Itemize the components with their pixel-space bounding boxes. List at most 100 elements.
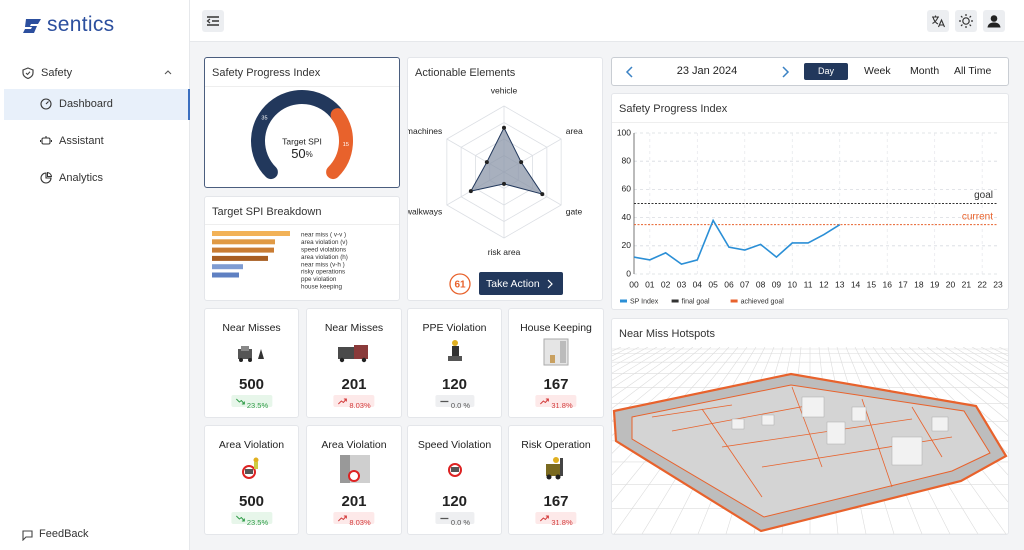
change-label: 23.5% [246, 401, 269, 410]
metric-icon [338, 345, 368, 363]
feedback-icon [22, 530, 33, 541]
metric-value: 167 [543, 376, 569, 393]
feedback[interactable]: FeedBack [22, 528, 122, 542]
nav-item[interactable]: Analytics [4, 163, 190, 194]
gauge-number: 50 [291, 146, 305, 161]
metric-card[interactable]: Area Violation 500 23.5% [204, 425, 299, 535]
topbar [190, 0, 1024, 42]
count-badge [449, 273, 471, 295]
trend-icon [439, 400, 448, 402]
radar-point [468, 189, 473, 194]
gauge-caption: Target SPI [282, 136, 322, 146]
floor-object [731, 418, 745, 430]
floor-plan [612, 347, 1008, 534]
radar-axis-label: gate [566, 207, 583, 217]
x-tick-label: 07 [740, 279, 750, 289]
range-tab[interactable]: All Time [954, 65, 992, 77]
metric-icon [543, 338, 569, 366]
metric-card[interactable]: Near Misses 201 8.03% [306, 308, 402, 418]
line-series [633, 218, 841, 266]
gauge-unit: % [306, 150, 313, 159]
floor-object [801, 396, 825, 418]
prev-button[interactable] [624, 65, 636, 79]
language-button[interactable] [927, 10, 949, 32]
card-title: Near Miss Hotspots [619, 328, 715, 340]
button-label: Take Action [486, 278, 540, 290]
theme-button[interactable] [955, 10, 977, 32]
nav-label: Dashboard [59, 98, 113, 110]
metric-icon [242, 457, 259, 479]
metric-change: 0.0 % [434, 395, 475, 410]
trend-icon [540, 515, 549, 521]
shield-icon [22, 67, 34, 79]
nav-icon [40, 98, 52, 110]
x-tick-label: 09 [772, 279, 782, 289]
x-tick-label: 04 [693, 279, 703, 289]
change-label: 31.8% [551, 401, 573, 410]
floor-grid [935, 347, 1008, 398]
floor-object [761, 414, 775, 426]
metric-card[interactable]: Risk Operation 167 31.8% [508, 425, 604, 535]
card-title: Safety Progress Index [212, 67, 321, 79]
x-tick-label: 20 [946, 279, 956, 289]
menu-button[interactable] [202, 10, 224, 32]
radar-axis-label: vehicle [491, 86, 518, 96]
breakdown-label: ppe violation [301, 276, 337, 283]
metric-card[interactable]: Area Violation 201 8.03% [306, 425, 402, 535]
range-tab[interactable]: Day [804, 63, 849, 80]
metric-value: 500 [238, 493, 265, 510]
radar-point [540, 192, 545, 197]
metric-title: House Keeping [520, 322, 592, 334]
metric-card[interactable]: PPE Violation 120 0.0 % [407, 308, 502, 418]
gauge-value: 50% [291, 146, 313, 161]
nav-icon [40, 136, 52, 145]
nav-item[interactable]: Dashboard [4, 89, 190, 120]
nav-item[interactable]: Assistant [4, 126, 190, 157]
date-label: 23 Jan 2024 [676, 65, 738, 77]
section-label: Safety [41, 67, 73, 79]
floor-grid [998, 347, 1008, 352]
floor-grid [612, 347, 703, 422]
card-title: Target SPI Breakdown [212, 206, 322, 218]
metric-change: 23.5% [230, 512, 273, 527]
floor-wall [701, 408, 763, 498]
metric-icon [546, 457, 563, 480]
radar-chart: 61 Take Action vehicle area gate risk area w… [408, 86, 583, 295]
metric-card[interactable]: House Keeping 167 31.8% [508, 308, 604, 418]
metric-card[interactable]: Speed Violation 120 0.0 % [407, 425, 502, 535]
metric-title: PPE Violation [422, 322, 487, 334]
x-tick-label: 11 [804, 279, 813, 289]
user-button[interactable] [983, 10, 1005, 32]
next-button[interactable] [779, 65, 791, 79]
floor-object [851, 406, 867, 422]
change-label: 23.5% [246, 518, 269, 527]
gauge-card[interactable]: Safety Progress Index Target SPI 50% 35 1… [204, 57, 400, 188]
radar-axis-label: area [566, 126, 583, 136]
metric-card[interactable]: Near Misses 500 23.5% [204, 308, 299, 418]
card-title: Actionable Elements [415, 67, 516, 79]
breakdown-card[interactable]: Target SPI Breakdown near miss ( v-v ) ar… [204, 196, 400, 301]
x-tick-label: 18 [914, 279, 924, 289]
take-action-button[interactable]: Take Action [479, 272, 563, 295]
y-tick-label: 0 [626, 268, 631, 278]
floor-wall [861, 398, 893, 488]
metric-value: 500 [238, 376, 265, 393]
caret [164, 70, 172, 75]
x-tick-label: 00 [629, 279, 639, 289]
x-tick-label: 08 [756, 279, 766, 289]
floor-object [891, 436, 923, 466]
breakdown-label: house keeping [301, 283, 342, 290]
floor-wall [651, 404, 733, 418]
radar-axis-label: walkways [408, 207, 442, 217]
range-tab[interactable]: Week [864, 65, 891, 77]
breakdown-bar [212, 239, 275, 245]
section[interactable]: Safety [22, 66, 182, 82]
range-tab[interactable]: Month [910, 65, 940, 77]
y-tick-label: 20 [622, 240, 632, 250]
trend-icon [338, 515, 347, 521]
floor-grid [612, 347, 667, 381]
metric-change: 31.8% [535, 395, 577, 410]
gauge-segment-label: 15 [343, 142, 349, 148]
gauge-segment [326, 108, 353, 180]
change-label: 0.0 % [450, 518, 471, 527]
